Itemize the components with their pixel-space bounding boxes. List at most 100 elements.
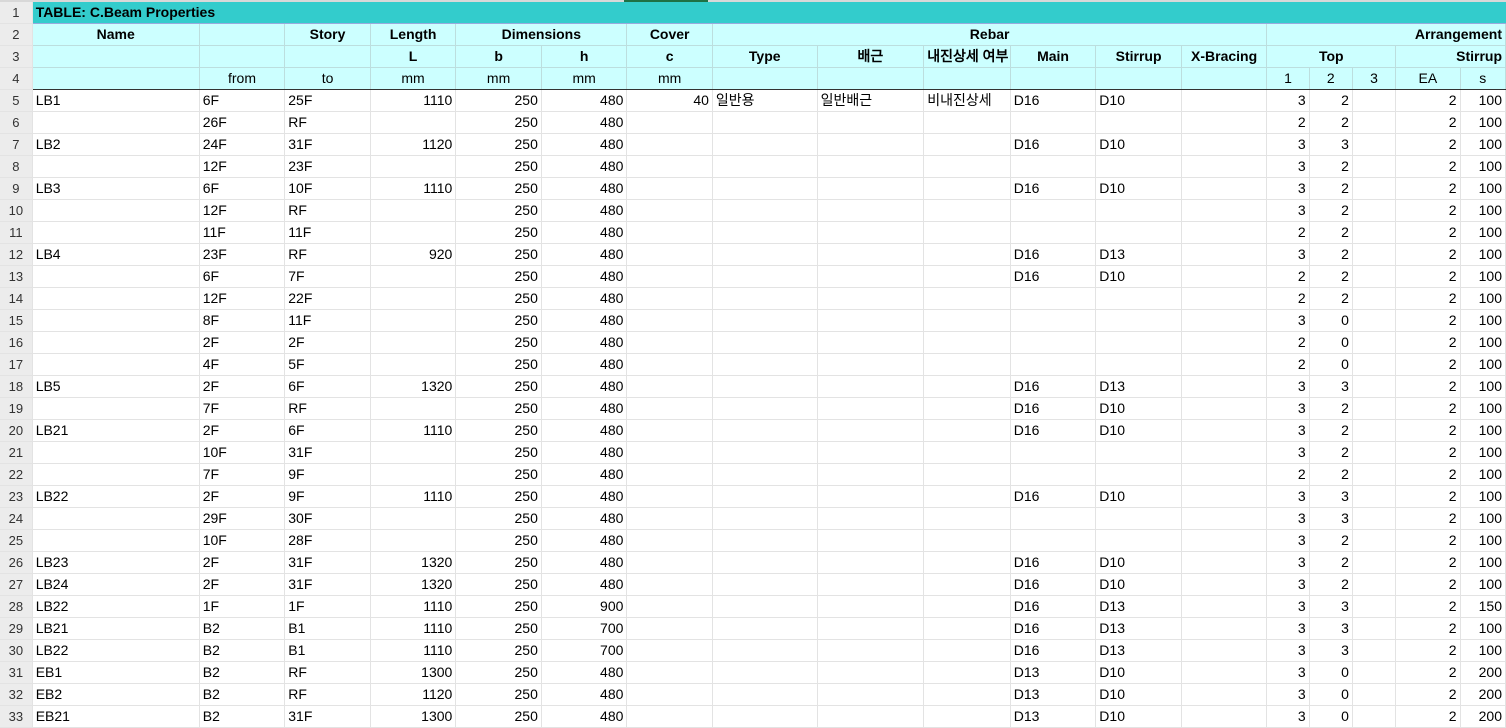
data-cell[interactable] xyxy=(626,529,713,552)
data-cell[interactable] xyxy=(712,309,818,332)
data-cell[interactable] xyxy=(370,441,457,464)
data-cell[interactable] xyxy=(626,221,713,244)
data-cell[interactable]: 250 xyxy=(455,89,542,112)
data-cell[interactable]: 11F xyxy=(284,221,371,244)
data-cell[interactable] xyxy=(370,463,457,486)
data-cell[interactable]: 480 xyxy=(541,397,628,420)
data-cell[interactable] xyxy=(712,221,818,244)
data-cell[interactable]: D13 xyxy=(1010,683,1097,706)
data-cell[interactable]: 2 xyxy=(1395,661,1461,684)
data-cell[interactable] xyxy=(1010,529,1097,552)
data-cell[interactable] xyxy=(817,177,925,200)
data-cell[interactable]: D16 xyxy=(1010,375,1097,398)
data-cell[interactable]: 0 xyxy=(1309,661,1353,684)
header-unit[interactable]: 3 xyxy=(1352,67,1397,90)
data-cell[interactable]: 12F xyxy=(199,287,286,310)
data-cell[interactable]: D16 xyxy=(1010,595,1097,618)
data-cell[interactable]: 2 xyxy=(1309,551,1353,574)
data-cell[interactable] xyxy=(712,485,818,508)
beam-name-cell[interactable] xyxy=(32,441,200,464)
data-cell[interactable]: 2 xyxy=(1309,419,1353,442)
data-cell[interactable] xyxy=(817,705,925,728)
data-cell[interactable]: 250 xyxy=(455,507,542,530)
row-number[interactable]: 5 xyxy=(0,89,33,112)
data-cell[interactable]: 0 xyxy=(1309,683,1353,706)
data-cell[interactable] xyxy=(1352,617,1397,640)
data-cell[interactable]: 2F xyxy=(199,375,286,398)
row-number[interactable]: 29 xyxy=(0,617,33,640)
data-cell[interactable] xyxy=(923,419,1011,442)
data-cell[interactable] xyxy=(817,551,925,574)
row-number[interactable]: 27 xyxy=(0,573,33,596)
data-cell[interactable]: 480 xyxy=(541,287,628,310)
data-cell[interactable]: 3 xyxy=(1266,639,1310,662)
data-cell[interactable]: B2 xyxy=(199,617,286,640)
data-cell[interactable]: 2 xyxy=(1395,221,1461,244)
data-cell[interactable] xyxy=(817,353,925,376)
row-number[interactable]: 17 xyxy=(0,353,33,376)
data-cell[interactable] xyxy=(626,309,713,332)
data-cell[interactable]: 2 xyxy=(1395,705,1461,728)
data-cell[interactable]: 3 xyxy=(1266,551,1310,574)
data-cell[interactable] xyxy=(923,639,1011,662)
data-cell[interactable] xyxy=(626,507,713,530)
data-cell[interactable] xyxy=(370,221,457,244)
data-cell[interactable]: 100 xyxy=(1460,573,1506,596)
data-cell[interactable]: D16 xyxy=(1010,133,1097,156)
data-cell[interactable]: B2 xyxy=(199,683,286,706)
data-cell[interactable]: 2 xyxy=(1395,243,1461,266)
data-cell[interactable] xyxy=(817,397,925,420)
data-cell[interactable]: 480 xyxy=(541,309,628,332)
data-cell[interactable] xyxy=(626,199,713,222)
row-number[interactable]: 15 xyxy=(0,309,33,332)
header-cell[interactable]: b xyxy=(455,45,542,68)
data-cell[interactable]: B2 xyxy=(199,705,286,728)
data-cell[interactable] xyxy=(1181,463,1268,486)
data-cell[interactable]: 3 xyxy=(1266,89,1310,112)
data-cell[interactable]: 6F xyxy=(199,265,286,288)
data-cell[interactable]: 250 xyxy=(455,309,542,332)
header-unit[interactable] xyxy=(712,67,818,90)
header-unit[interactable]: EA xyxy=(1395,67,1461,90)
data-cell[interactable] xyxy=(817,529,925,552)
data-cell[interactable]: 100 xyxy=(1460,177,1506,200)
data-cell[interactable]: D10 xyxy=(1095,89,1182,112)
data-cell[interactable] xyxy=(1352,463,1397,486)
data-cell[interactable]: 100 xyxy=(1460,617,1506,640)
data-cell[interactable] xyxy=(817,441,925,464)
header-unit[interactable]: mm xyxy=(541,67,628,90)
data-cell[interactable]: D13 xyxy=(1095,243,1182,266)
data-cell[interactable]: D16 xyxy=(1010,419,1097,442)
beam-name-cell[interactable]: LB21 xyxy=(32,617,200,640)
header-name[interactable]: Name xyxy=(32,23,200,46)
data-cell[interactable] xyxy=(626,551,713,574)
header-cell[interactable] xyxy=(199,45,286,68)
beam-name-cell[interactable] xyxy=(32,397,200,420)
column-header-strip[interactable] xyxy=(0,0,1506,2)
data-cell[interactable]: 480 xyxy=(541,507,628,530)
header-unit[interactable]: mm xyxy=(455,67,542,90)
data-cell[interactable]: 25F xyxy=(284,89,371,112)
data-cell[interactable]: 1300 xyxy=(370,705,457,728)
data-cell[interactable]: 3 xyxy=(1266,375,1310,398)
data-cell[interactable] xyxy=(1352,419,1397,442)
data-cell[interactable]: 2 xyxy=(1309,155,1353,178)
data-cell[interactable]: 250 xyxy=(455,573,542,596)
data-cell[interactable] xyxy=(1352,573,1397,596)
data-cell[interactable]: 100 xyxy=(1460,155,1506,178)
data-cell[interactable] xyxy=(1181,529,1268,552)
data-cell[interactable] xyxy=(1352,683,1397,706)
data-cell[interactable]: 2 xyxy=(1395,375,1461,398)
data-cell[interactable]: 10F xyxy=(284,177,371,200)
data-cell[interactable] xyxy=(1010,221,1097,244)
data-cell[interactable] xyxy=(817,309,925,332)
data-cell[interactable]: 150 xyxy=(1460,595,1506,618)
header-rebar[interactable]: Rebar xyxy=(712,23,1268,46)
data-cell[interactable]: 480 xyxy=(541,661,628,684)
beam-name-cell[interactable] xyxy=(32,331,200,354)
data-cell[interactable] xyxy=(370,397,457,420)
data-cell[interactable]: 480 xyxy=(541,111,628,134)
beam-name-cell[interactable] xyxy=(32,309,200,332)
data-cell[interactable]: 480 xyxy=(541,529,628,552)
header-unit[interactable] xyxy=(32,67,200,90)
